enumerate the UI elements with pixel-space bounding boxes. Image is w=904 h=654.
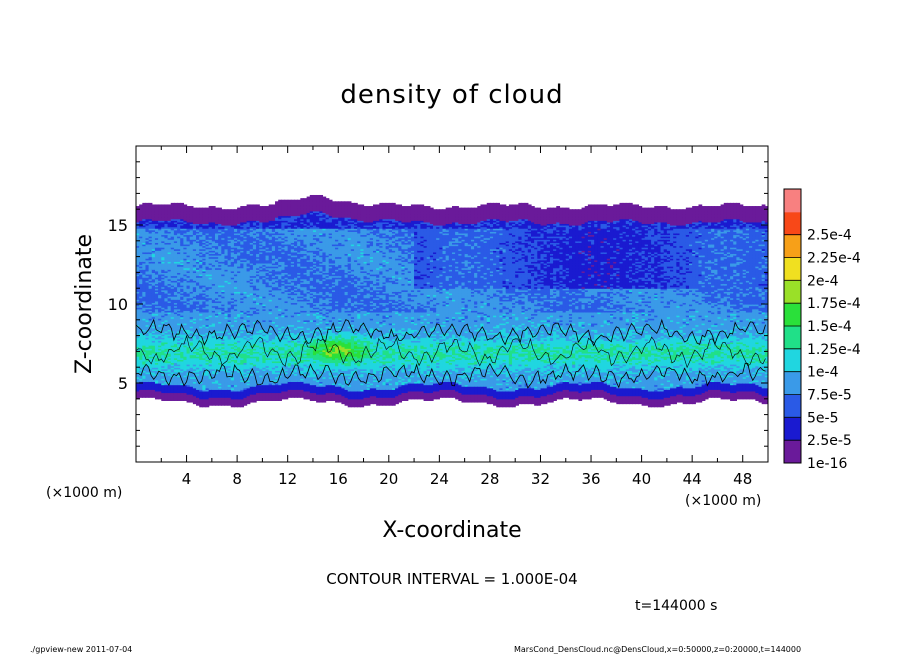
chart-title: density of cloud — [340, 80, 563, 110]
heatmap-field — [136, 195, 769, 407]
